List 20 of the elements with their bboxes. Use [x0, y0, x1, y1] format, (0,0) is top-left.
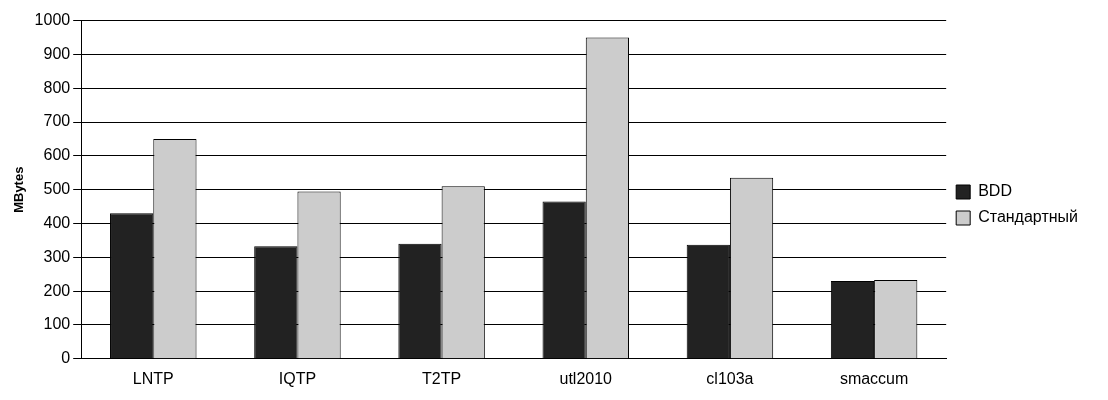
x-tick-label: utl2010 [559, 369, 613, 387]
x-tick-label: cl103a [706, 369, 754, 387]
y-tick-label: 800 [43, 78, 71, 96]
y-tick-label: 100 [43, 315, 71, 333]
legend-label: Стандартный [978, 208, 1079, 226]
y-tick-label: 500 [43, 180, 71, 198]
y-tick-label: 600 [43, 146, 71, 164]
y-tick-label: 200 [43, 281, 71, 299]
x-tick-label: IQTP [278, 369, 317, 387]
y-tick-label: 700 [43, 112, 71, 130]
y-tick-label: 0 [61, 349, 71, 367]
y-tick-label: 1000 [34, 11, 71, 29]
y-tick-label: 900 [43, 44, 71, 62]
y-tick-label: 300 [43, 247, 71, 265]
legend-label: BDD [978, 182, 1012, 200]
y-axis-title: MBytes [11, 166, 27, 213]
x-tick-label: T2TP [422, 369, 462, 387]
x-tick-label: smaccum [839, 369, 909, 387]
x-tick-label: LNTP [132, 369, 174, 387]
y-tick-label: 400 [43, 213, 71, 231]
